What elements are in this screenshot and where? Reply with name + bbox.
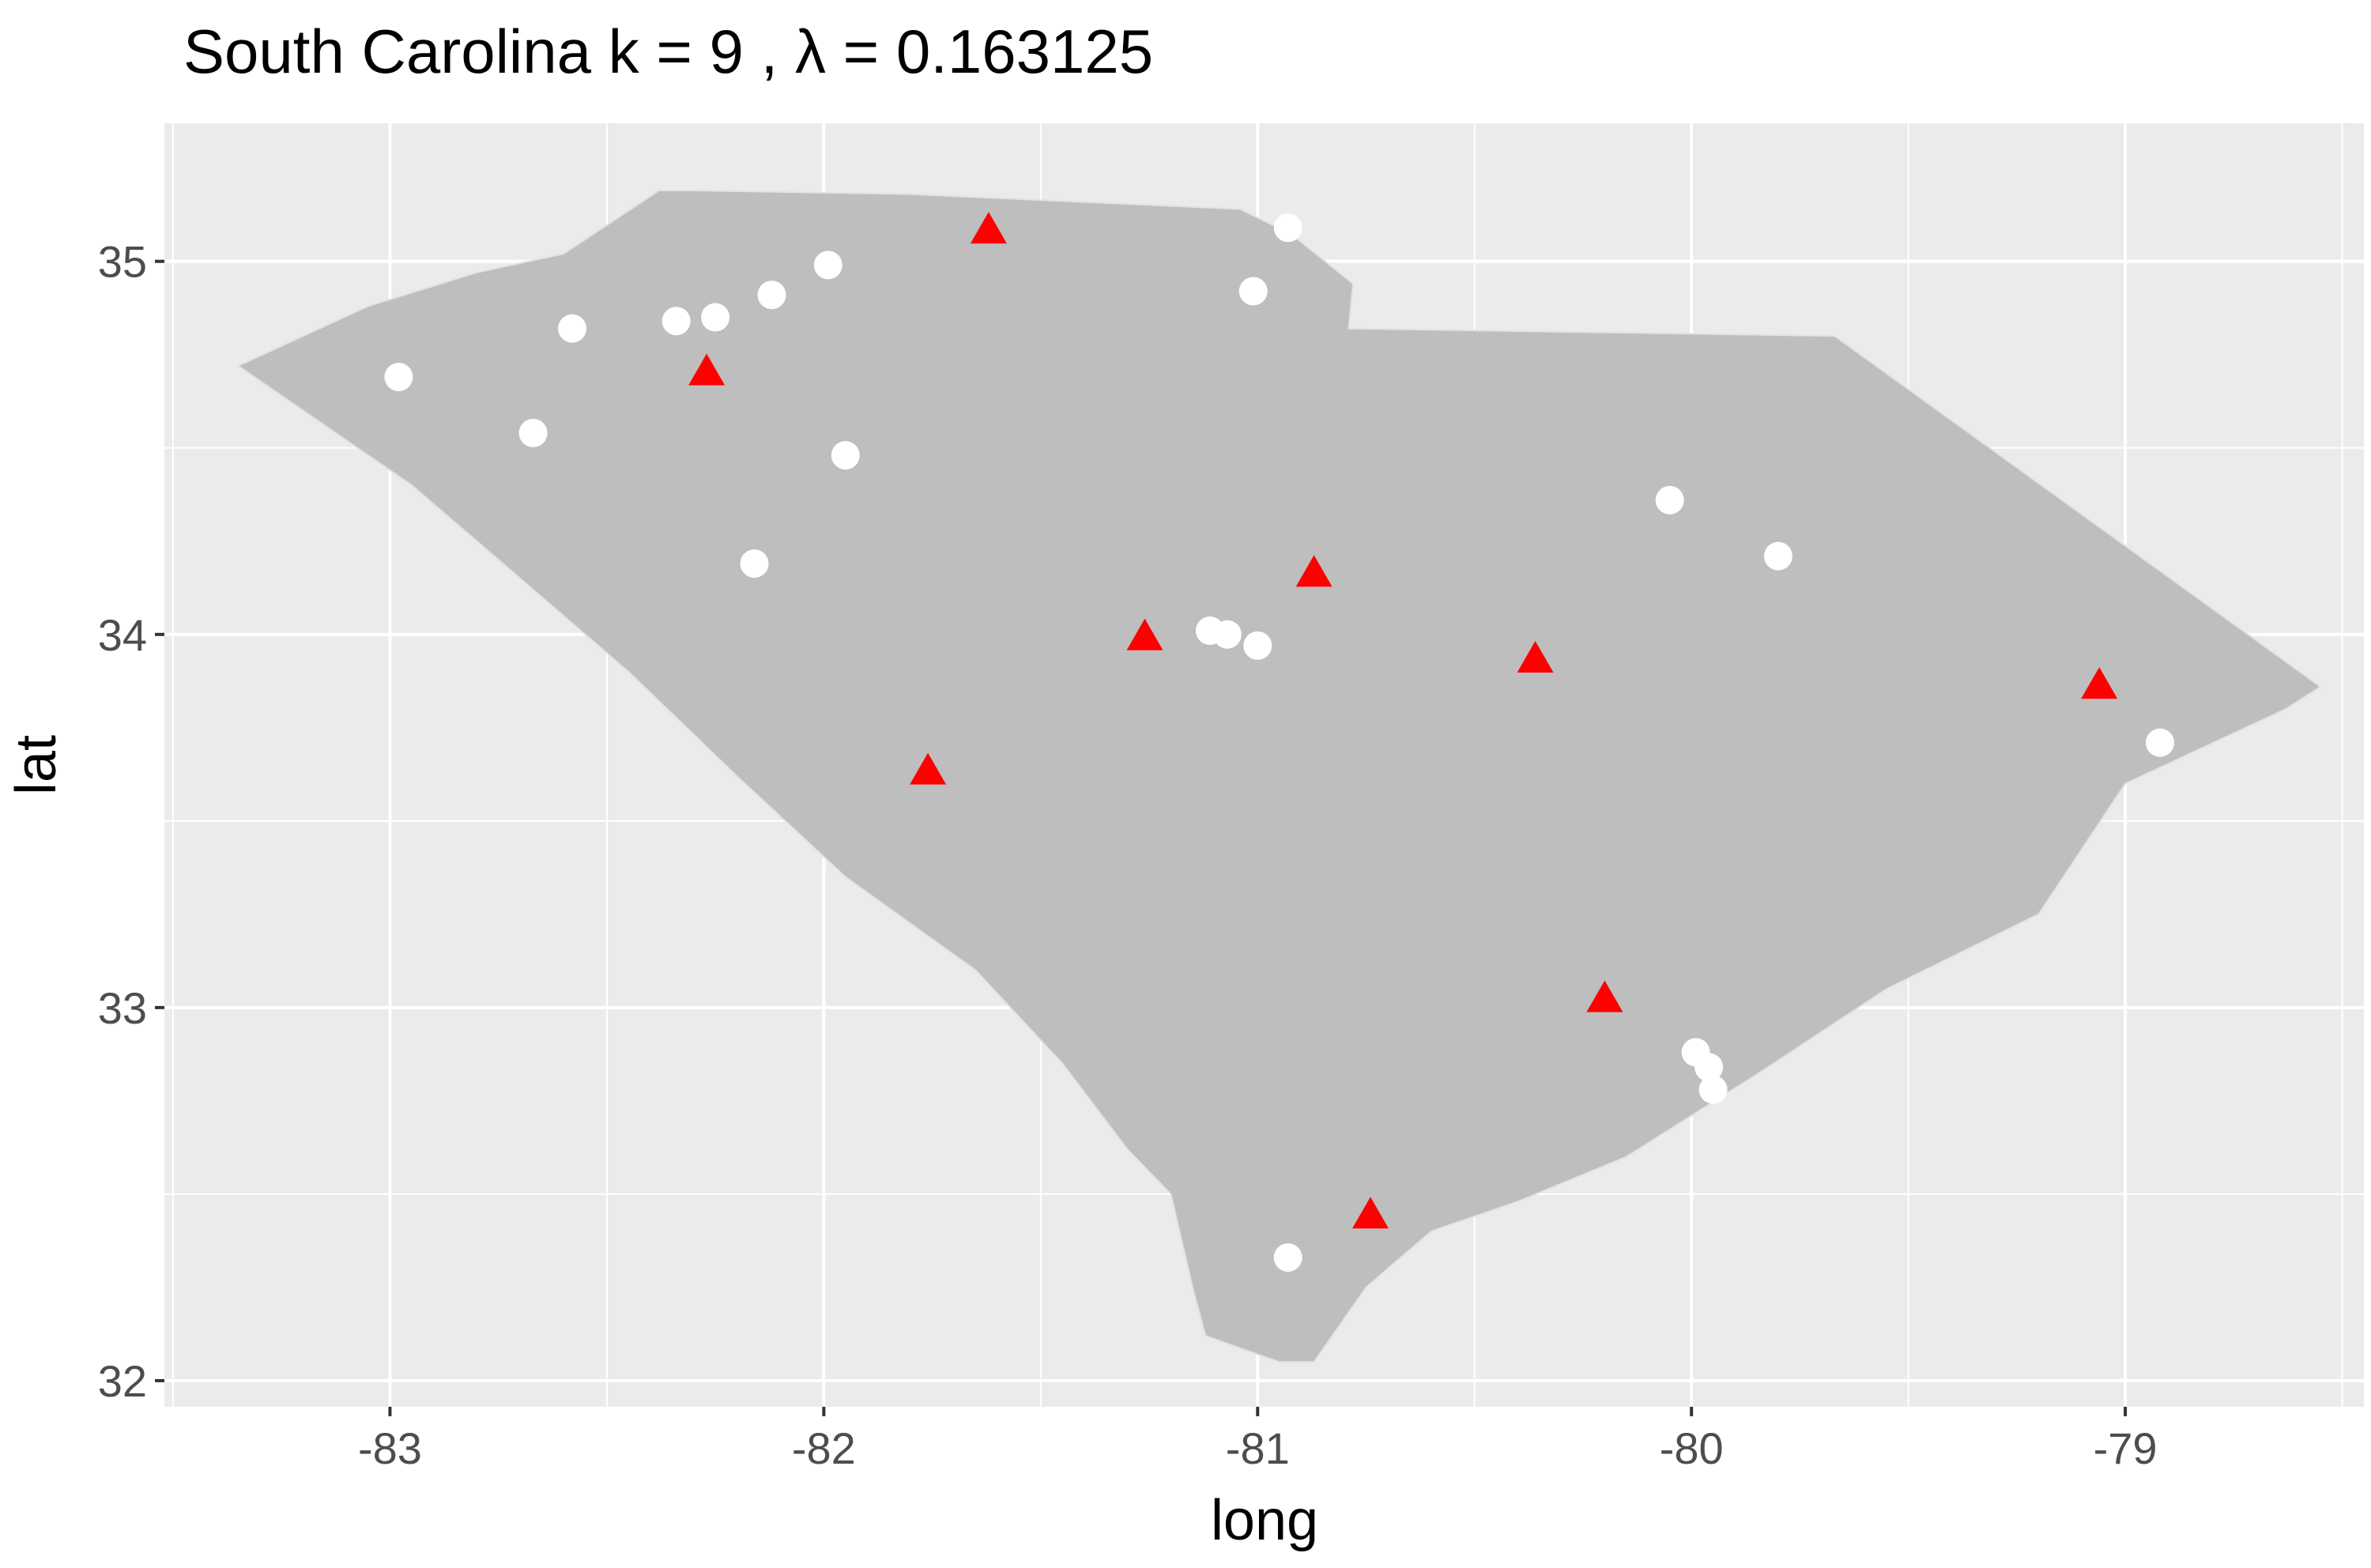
circle-point xyxy=(1243,631,1272,660)
triangle-point xyxy=(2081,667,2118,699)
x-tick-label: -82 xyxy=(792,1423,856,1473)
x-axis: -83 -82 -81 -80 -79 xyxy=(358,1407,2158,1473)
circle-point xyxy=(757,281,786,310)
y-axis: 32 33 34 35 xyxy=(98,237,164,1406)
circle-point xyxy=(740,549,769,579)
circle-point xyxy=(831,441,860,470)
circle-point xyxy=(1694,1053,1724,1082)
circle-point xyxy=(1763,541,1792,571)
triangle-point xyxy=(1352,1197,1389,1229)
chart-title: South Carolina k = 9 , λ = 0.163125 xyxy=(183,17,1153,86)
state-region xyxy=(237,190,2322,1363)
circle-point xyxy=(662,307,691,336)
x-tick-label: -79 xyxy=(2094,1423,2158,1473)
circle-point xyxy=(384,363,413,392)
circle-point xyxy=(518,418,548,447)
x-tick-label: -80 xyxy=(1660,1423,1724,1473)
triangle-point xyxy=(1126,618,1163,650)
state-outline xyxy=(237,190,2322,1363)
x-axis-title: long xyxy=(1211,1489,1318,1552)
triangle-point xyxy=(1517,641,1554,673)
x-tick-label: -83 xyxy=(358,1423,422,1473)
circle-point xyxy=(1698,1075,1728,1104)
x-tick-label: -81 xyxy=(1226,1423,1290,1473)
circle-point xyxy=(1212,620,1242,649)
y-tick-label: 35 xyxy=(98,237,147,287)
y-tick-label: 33 xyxy=(98,983,147,1033)
circle-point xyxy=(557,314,586,343)
circle-point xyxy=(1273,1243,1302,1272)
circle-point xyxy=(1238,277,1268,306)
circle-point xyxy=(1273,213,1302,243)
circle-points xyxy=(384,213,2175,1272)
circle-point xyxy=(813,251,842,280)
triangle-point xyxy=(1586,980,1623,1012)
triangle-point xyxy=(688,353,726,386)
triangle-points xyxy=(688,212,2118,1229)
y-axis-title: lat xyxy=(5,735,68,795)
circle-point xyxy=(1655,485,1684,514)
y-tick-label: 34 xyxy=(98,610,147,660)
circle-point xyxy=(2146,728,2175,757)
triangle-point xyxy=(910,752,947,785)
triangle-point xyxy=(1295,555,1333,587)
circle-point xyxy=(701,303,730,332)
triangle-point xyxy=(970,212,1007,244)
y-tick-label: 32 xyxy=(98,1356,147,1406)
